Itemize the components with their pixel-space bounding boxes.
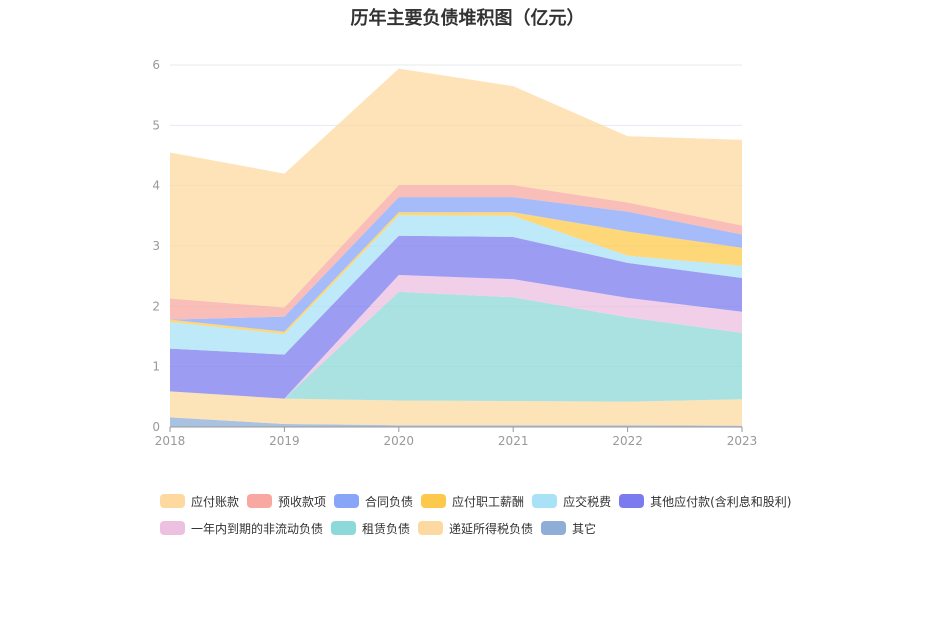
area-series-6 <box>170 212 742 335</box>
y-tick-label: 5 <box>152 118 160 132</box>
legend-swatch <box>160 494 185 508</box>
axes: 0 1 2 3 4 5 6 2018 2019 2020 2021 2022 2023 <box>152 58 757 448</box>
legend-swatch <box>247 494 273 508</box>
area-series-8 <box>170 185 742 320</box>
x-tick-label: 2019 <box>269 434 300 448</box>
area-series-0 <box>170 417 742 427</box>
y-tick-label: 4 <box>152 179 160 193</box>
area-series-4 <box>170 235 742 399</box>
x-tick-label: 2022 <box>612 434 643 448</box>
legend-swatch <box>532 494 558 508</box>
legend-label: 预收款项 <box>278 494 327 509</box>
legend-label: 应付职工薪酬 <box>452 494 525 509</box>
legend: 应付账款 预收款项 合同负债 应付职工薪酬 应交税费 其他应付款(含利息和股利) 一年内到期… <box>160 492 800 546</box>
legend-label: 应付账款 <box>191 494 240 509</box>
area-series-9 <box>170 68 742 308</box>
legend-label: 租赁负债 <box>362 521 411 536</box>
y-tick-label: 1 <box>152 360 160 374</box>
y-tick-label: 6 <box>152 58 160 72</box>
area-series-7 <box>170 197 742 332</box>
chart-title: 历年主要负债堆积图（亿元） <box>350 8 585 29</box>
legend-item[interactable]: 租赁负债 <box>331 519 410 537</box>
legend-item[interactable]: 应付职工薪酬 <box>421 492 524 510</box>
area-series-5 <box>170 215 742 355</box>
legend-swatch <box>421 494 447 508</box>
x-tick-label: 2023 <box>727 434 758 448</box>
legend-item[interactable]: 应付账款 <box>160 492 239 510</box>
legend-swatch <box>160 521 185 535</box>
legend-swatch <box>418 521 444 535</box>
legend-item[interactable]: 应交税费 <box>532 492 611 510</box>
legend-item[interactable]: 其他应付款(含利息和股利) <box>619 492 791 510</box>
legend-label: 其他应付款(含利息和股利) <box>650 494 792 509</box>
legend-label: 递延所得税负债 <box>449 521 534 536</box>
legend-item[interactable]: 递延所得税负债 <box>418 519 533 537</box>
area-series-3 <box>170 274 742 399</box>
legend-item[interactable]: 其它 <box>541 519 596 537</box>
legend-swatch <box>619 494 645 508</box>
legend-swatch <box>334 494 360 508</box>
y-tick-label: 0 <box>152 420 160 434</box>
area-series-1 <box>170 391 742 426</box>
x-tick-label: 2018 <box>155 434 186 448</box>
legend-label: 一年内到期的非流动负债 <box>191 521 324 536</box>
legend-item[interactable]: 一年内到期的非流动负债 <box>160 519 323 537</box>
legend-swatch <box>541 521 567 535</box>
legend-item[interactable]: 预收款项 <box>247 492 326 510</box>
legend-label: 应交税费 <box>563 494 612 509</box>
legend-label: 其它 <box>572 521 597 536</box>
area-series-2 <box>170 291 742 402</box>
legend-item[interactable]: 合同负债 <box>334 492 413 510</box>
x-tick-label: 2021 <box>498 434 529 448</box>
legend-label: 合同负债 <box>365 494 414 509</box>
y-tick-label: 3 <box>152 239 160 253</box>
x-tick-label: 2020 <box>384 434 415 448</box>
y-tick-label: 2 <box>152 299 160 313</box>
area-series <box>170 68 742 427</box>
legend-swatch <box>331 521 357 535</box>
